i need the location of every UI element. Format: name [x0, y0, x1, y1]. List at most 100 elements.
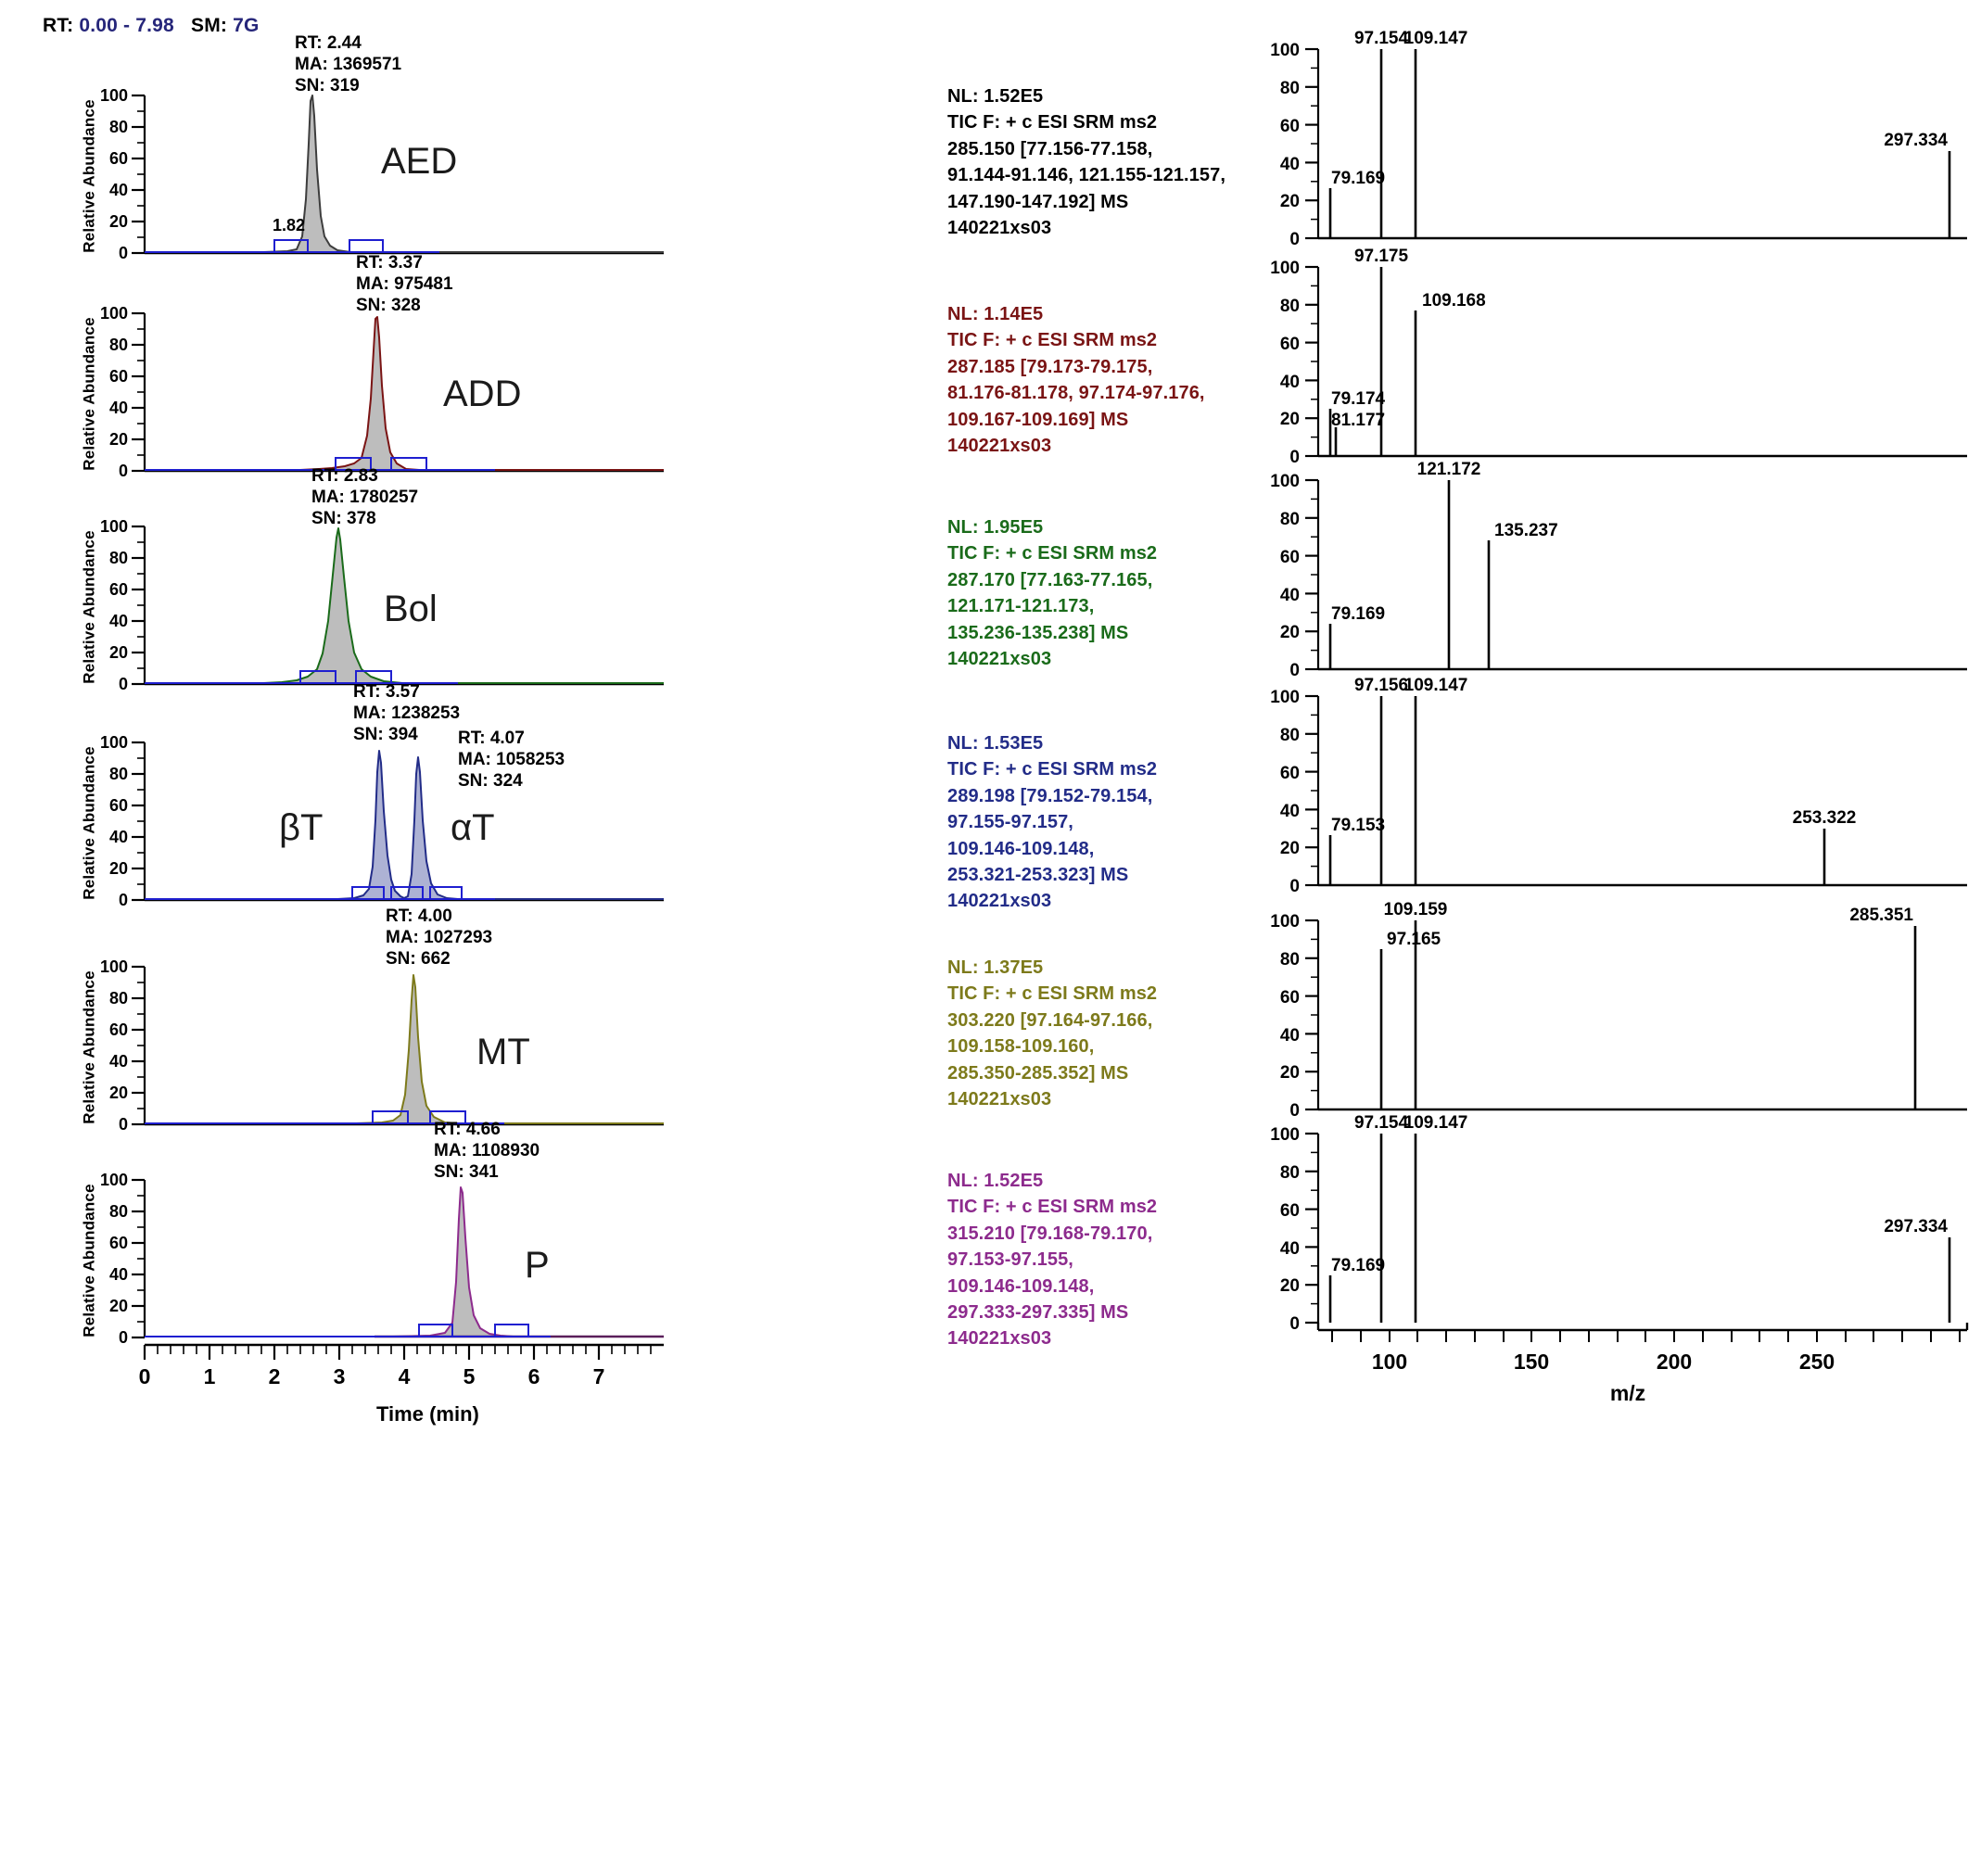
rt-range-label: RT: — [43, 15, 74, 36]
svg-text:20: 20 — [1280, 192, 1300, 211]
svg-text:297.334: 297.334 — [1884, 131, 1948, 150]
svg-text:100: 100 — [100, 304, 128, 323]
svg-text:100: 100 — [1270, 688, 1300, 707]
svg-text:60: 60 — [1280, 1201, 1300, 1221]
nl-value-bol: NL: 1.95E5 — [947, 517, 1044, 538]
nl-value-p: NL: 1.52E5 — [947, 1171, 1044, 1191]
svg-text:5: 5 — [464, 1364, 476, 1388]
peak-sn-p: SN: 341 — [434, 1162, 499, 1183]
peak-sn-add: SN: 328 — [356, 296, 421, 316]
peak-ma-bol: MA: 1780257 — [311, 488, 419, 508]
nl-value-aed: NL: 1.52E5 — [947, 86, 1044, 107]
svg-text:40: 40 — [1280, 586, 1300, 605]
mass-spectrum-testosterone: 100 80 60 40 20 0 97.156 109.147 79.153 … — [1257, 676, 1967, 911]
analyte-label-p: P — [525, 1245, 550, 1286]
svg-text:20: 20 — [1280, 1276, 1300, 1296]
nl-line4-aed: 147.190-147.192] MS — [947, 191, 1129, 212]
svg-text:40: 40 — [109, 828, 128, 846]
peak-rt-mt: RT: 4.00 — [386, 906, 452, 926]
peak-sn-beta-t: SN: 394 — [353, 725, 418, 745]
peak-rt-add: RT: 3.37 — [356, 253, 423, 273]
nl-text-mt: NL: 1.37E5 TIC F: + c ESI SRM ms2 303.22… — [947, 955, 1225, 1112]
ms-svg-aed: 100 80 60 40 20 0 97.154 109.147 79.169 … — [1270, 29, 1967, 249]
chromatogram-bol: Relative Abundance 100 80 60 40 20 — [81, 466, 664, 695]
analyte-label-bol: Bol — [384, 589, 438, 629]
nl-text-bol: NL: 1.95E5 TIC F: + c ESI SRM ms2 287.17… — [947, 514, 1225, 672]
peak-ma-add: MA: 975481 — [356, 274, 453, 295]
nl-line6-t: 140221xs03 — [947, 891, 1052, 912]
chrom-y-axis-title-p: Relative Abundance — [80, 1184, 98, 1337]
ms-svg-t: 100 80 60 40 20 0 97.156 109.147 79.153 … — [1270, 676, 1967, 896]
nl-line1-bol: TIC F: + c ESI SRM ms2 — [947, 543, 1158, 564]
nl-line2-aed: 285.150 [77.156-77.158, — [947, 138, 1153, 159]
svg-text:80: 80 — [109, 336, 128, 354]
nl-value-mt: NL: 1.37E5 — [947, 957, 1044, 978]
svg-text:100: 100 — [1270, 912, 1300, 932]
svg-text:80: 80 — [1280, 1163, 1300, 1183]
peak-rt-aed: RT: 2.44 — [295, 33, 362, 53]
nl-line1-add: TIC F: + c ESI SRM ms2 — [947, 330, 1158, 351]
svg-text:100: 100 — [1270, 1125, 1300, 1145]
chrom-y-axis-title-mt: Relative Abundance — [80, 970, 98, 1124]
svg-text:60: 60 — [109, 149, 128, 168]
svg-text:60: 60 — [1280, 764, 1300, 783]
analyte-label-mt: MT — [476, 1032, 530, 1072]
peak-annotation-aed: RT: 2.44 MA: 1369571 SN: 319 — [295, 32, 401, 97]
peak-annotation-add: RT: 3.37 MA: 975481 SN: 328 — [356, 252, 453, 317]
minor-rt-label-aed: 1.82 — [273, 216, 306, 234]
svg-text:1: 1 — [204, 1364, 216, 1388]
ms-svg-p: 100 80 60 40 20 0 97.154 109.147 79.169 … — [1270, 1113, 1969, 1405]
svg-text:20: 20 — [109, 1084, 128, 1102]
peak-annotation-bol: RT: 2.83 MA: 1780257 SN: 378 — [311, 465, 418, 530]
svg-text:3: 3 — [334, 1364, 346, 1388]
svg-text:2: 2 — [269, 1364, 281, 1388]
nl-line5-mt: 140221xs03 — [947, 1088, 1052, 1109]
svg-text:0: 0 — [1289, 877, 1300, 896]
svg-text:80: 80 — [109, 989, 128, 1008]
mass-spectrum-mt: 100 80 60 40 20 0 109.159 97.165 285.351 — [1257, 900, 1967, 1135]
ms-svg-add: 100 80 60 40 20 0 97.175 109.168 79.174 … — [1270, 247, 1967, 467]
chrom-plot-area-aed: 100 80 60 40 20 0 — [100, 86, 664, 264]
panel-row-add: Relative Abundance 100 80 60 40 20 — [0, 247, 1981, 482]
mass-spectrum-add: 100 80 60 40 20 0 97.175 109.168 79.174 … — [1257, 247, 1967, 482]
svg-text:285.351: 285.351 — [1849, 906, 1913, 925]
svg-text:60: 60 — [1280, 335, 1300, 354]
panel-row-aed: Relative Abundance — [0, 29, 1981, 264]
svg-text:109.147: 109.147 — [1404, 676, 1468, 695]
svg-text:80: 80 — [1280, 510, 1300, 529]
chrom-plot-area-add: 100 80 60 40 20 0 — [100, 304, 664, 482]
nl-line2-add: 287.185 [79.173-79.175, — [947, 356, 1153, 377]
rt-sm-header: RT: 0.00 - 7.98 SM: 7G — [43, 15, 260, 37]
svg-text:79.169: 79.169 — [1331, 169, 1385, 188]
svg-text:20: 20 — [1280, 1063, 1300, 1083]
svg-text:60: 60 — [1280, 548, 1300, 567]
svg-text:0: 0 — [1289, 1314, 1300, 1334]
nl-line1-p: TIC F: + c ESI SRM ms2 — [947, 1197, 1158, 1218]
panel-row-testosterone: Relative Abundance 100 80 60 40 20 — [0, 676, 1981, 912]
chrom-svg-t: 100 80 60 40 20 0 — [100, 733, 664, 909]
nl-line3-mt: 109.158-109.160, — [947, 1036, 1095, 1058]
svg-text:0: 0 — [1289, 448, 1300, 467]
chromatogram-aed: Relative Abundance — [81, 33, 664, 264]
chrom-y-axis-title-aed: Relative Abundance — [80, 99, 98, 253]
svg-text:0: 0 — [119, 1115, 128, 1134]
svg-text:60: 60 — [1280, 117, 1300, 136]
nl-line5-p: 297.333-297.335] MS — [947, 1301, 1129, 1323]
svg-text:79.169: 79.169 — [1331, 1256, 1385, 1275]
svg-text:20: 20 — [109, 430, 128, 449]
ms-svg-mt: 100 80 60 40 20 0 109.159 97.165 285.351 — [1270, 900, 1967, 1121]
svg-text:250: 250 — [1799, 1350, 1835, 1374]
svg-text:40: 40 — [1280, 1026, 1300, 1046]
svg-text:97.175: 97.175 — [1354, 247, 1409, 266]
peak-rt-bol: RT: 2.83 — [311, 466, 378, 486]
svg-text:20: 20 — [1280, 410, 1300, 429]
svg-text:0: 0 — [119, 244, 128, 262]
svg-text:20: 20 — [109, 1297, 128, 1315]
nl-line5-bol: 140221xs03 — [947, 648, 1052, 669]
nl-line2-t: 289.198 [79.152-79.154, — [947, 785, 1153, 806]
mass-spectrum-bol: 100 80 60 40 20 0 121.172 135.237 79.169 — [1257, 460, 1967, 695]
peak-rt-alpha-t: RT: 4.07 — [458, 729, 525, 748]
nl-line1-aed: TIC F: + c ESI SRM ms2 — [947, 112, 1158, 133]
chromatogram-add: Relative Abundance 100 80 60 40 20 — [81, 253, 664, 482]
chromatogram-mt: Relative Abundance 100 80 60 40 20 — [81, 906, 664, 1135]
